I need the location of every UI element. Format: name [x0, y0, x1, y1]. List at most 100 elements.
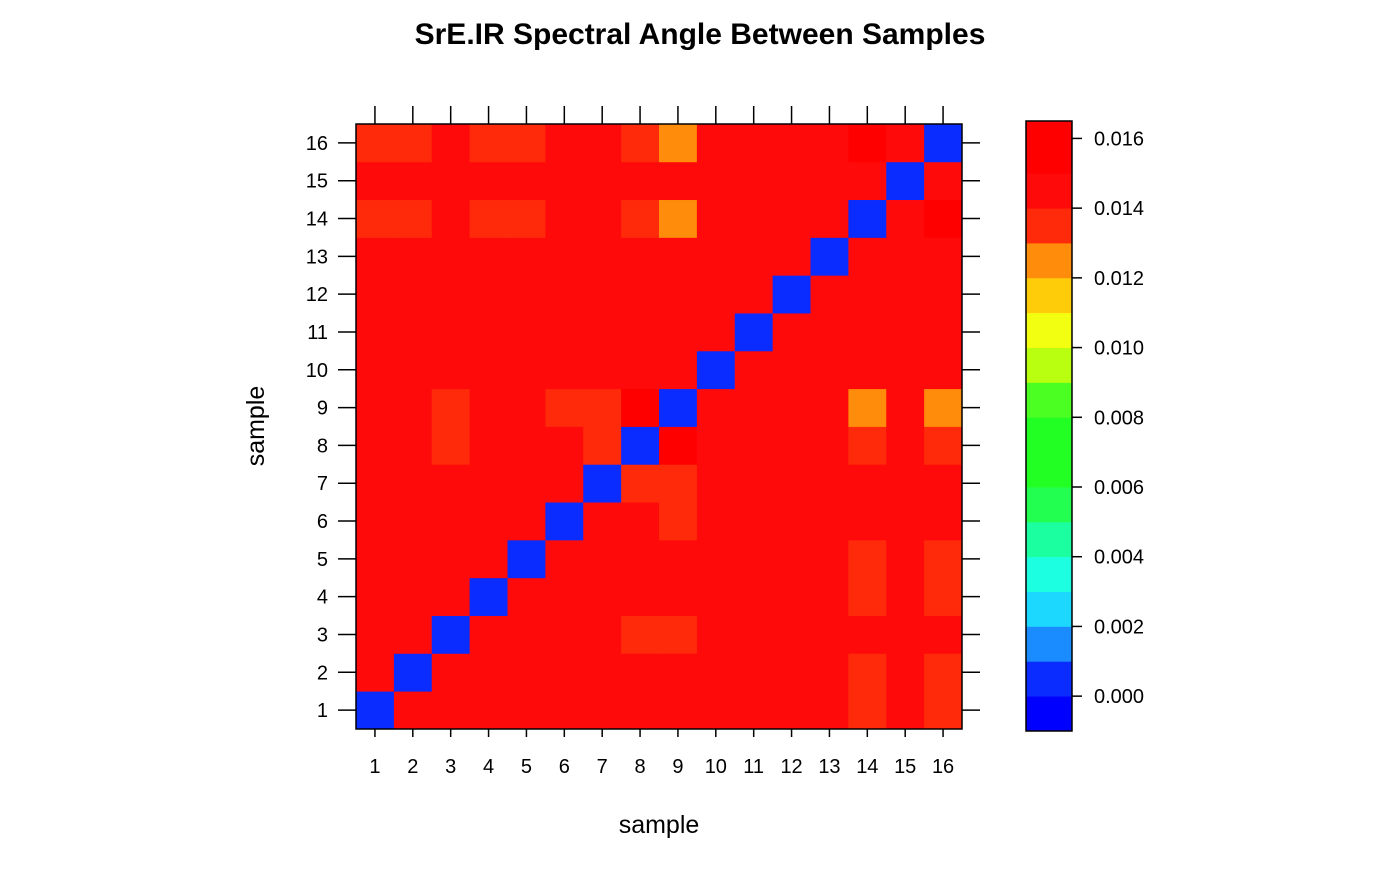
colorbar-segment: [1026, 382, 1072, 418]
colorbar-segment: [1026, 661, 1072, 697]
heatmap-cell: [734, 124, 774, 163]
heatmap-cell: [810, 199, 849, 238]
y-axis-label: sample: [242, 386, 270, 467]
heatmap-cell: [924, 199, 963, 238]
heatmap-cell: [507, 350, 546, 390]
heatmap-cell: [469, 539, 508, 579]
colorbar-segment: [1026, 417, 1072, 453]
heatmap-cell: [886, 653, 925, 692]
heatmap-cell: [886, 350, 925, 390]
plot-frame: [355, 123, 963, 730]
heatmap-cell: [772, 313, 811, 352]
heatmap-cell: [431, 577, 471, 616]
colorbar-segment: [1026, 173, 1072, 209]
colorbar-tick-label: 0.012: [1094, 268, 1144, 290]
axes: 1 2 3 4 5 6 7 8 9 10 11 12 13 14 15 1612345678910111213…: [306, 106, 980, 778]
heatmap-cell: [431, 615, 471, 654]
x-tick-label: 7: [597, 756, 608, 778]
colorbar-segment: [1026, 277, 1072, 314]
heatmap-cell: [659, 502, 698, 541]
colorbar-tick-label: 0.004: [1094, 547, 1144, 569]
colorbar-segment: [1026, 452, 1072, 488]
x-tick-label: 5: [521, 756, 532, 778]
heatmap-cell: [469, 615, 508, 654]
heatmap-cell: [696, 161, 736, 201]
heatmap-cell: [659, 350, 698, 390]
heatmap-cell: [848, 691, 887, 730]
colorbar-segment: [1026, 626, 1072, 662]
heatmap-cell: [886, 124, 925, 163]
heatmap-cell: [734, 275, 774, 314]
heatmap-cell: [431, 691, 471, 730]
x-tick-label: 14: [856, 756, 878, 778]
colorbar: 0.000 0.002 0.004 0.006 0.008 0.010 0.012 0.014…: [1025, 120, 1144, 732]
colorbar-tick-label: 0.008: [1094, 407, 1144, 429]
x-tick-label: 9: [672, 756, 683, 778]
heatmap-cell: [393, 577, 433, 616]
heatmap-cell: [545, 691, 584, 730]
heatmap-cell: [848, 388, 887, 427]
heatmap-cell: [886, 464, 925, 503]
heatmap-cell: [545, 502, 584, 541]
heatmap-cell: [659, 426, 698, 465]
heatmap-cell: [393, 426, 433, 465]
heatmap-cell: [431, 502, 471, 541]
heatmap-cell: [886, 615, 925, 654]
heatmap-cell: [545, 237, 584, 276]
heatmap-cell: [772, 161, 811, 201]
heatmap-cell: [356, 653, 395, 692]
heatmap-cell: [621, 426, 660, 465]
heatmap-cell: [810, 388, 849, 427]
heatmap-cell: [583, 539, 622, 579]
heatmap-cell: [810, 653, 849, 692]
heatmap-cell: [431, 464, 471, 503]
heatmap-cell: [924, 615, 963, 654]
heatmap-cell: [659, 313, 698, 352]
heatmap-cell: [659, 388, 698, 427]
heatmap-cell: [772, 124, 811, 163]
x-tick-label: 11: [743, 756, 764, 778]
heatmap-cells: [356, 124, 963, 730]
heatmap-cell: [848, 502, 887, 541]
heatmap-cell: [507, 539, 546, 579]
heatmap-cell: [583, 653, 622, 692]
x-tick-label: 12: [780, 756, 802, 778]
heatmap-cell: [356, 350, 395, 390]
heatmap-cell: [886, 691, 925, 730]
heatmap-cell: [659, 199, 698, 238]
x-axis-label: sample: [619, 811, 700, 839]
heatmap-cell: [810, 464, 849, 503]
heatmap-cell: [507, 161, 546, 201]
heatmap-cell: [431, 313, 471, 352]
heatmap-cell: [356, 502, 395, 541]
heatmap-cell: [810, 426, 849, 465]
heatmap-cell: [393, 124, 433, 163]
heatmap-cell: [886, 426, 925, 465]
colorbar-segment: [1026, 347, 1072, 383]
heatmap-cell: [507, 237, 546, 276]
heatmap-cell: [659, 615, 698, 654]
heatmap-cell: [621, 577, 660, 616]
heatmap-cell: [507, 577, 546, 616]
x-tick-label: 2: [407, 756, 418, 778]
heatmap-cell: [696, 124, 736, 163]
heatmap-cell: [393, 502, 433, 541]
x-tick-label: 13: [818, 756, 840, 778]
heatmap-cell: [886, 237, 925, 276]
heatmap-cell: [772, 502, 811, 541]
y-tick-label: 13: [306, 246, 328, 268]
y-tick-label: 14: [306, 209, 328, 231]
heatmap-cell: [696, 275, 736, 314]
heatmap-cell: [393, 464, 433, 503]
heatmap-cell: [734, 691, 774, 730]
heatmap-cell: [545, 577, 584, 616]
heatmap-cell: [393, 691, 433, 730]
heatmap-cell: [734, 653, 774, 692]
heatmap-cell: [659, 275, 698, 314]
heatmap-cell: [848, 539, 887, 579]
heatmap-cell: [848, 199, 887, 238]
heatmap-cell: [507, 388, 546, 427]
heatmap-cell: [810, 237, 849, 276]
heatmap-cell: [393, 388, 433, 427]
heatmap-cell: [696, 313, 736, 352]
